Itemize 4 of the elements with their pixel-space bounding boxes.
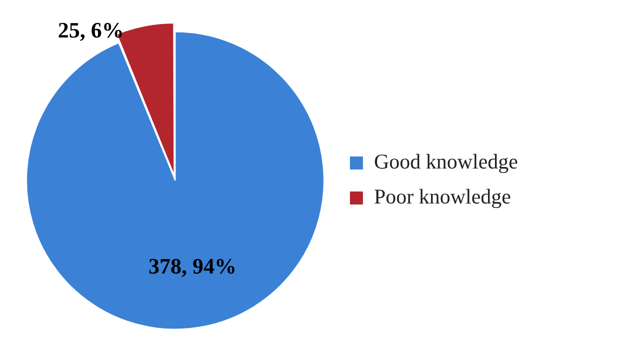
- legend-label: Good knowledge: [374, 150, 518, 174]
- data-label: 378, 94%: [148, 254, 236, 279]
- legend-label: Poor knowledge: [374, 184, 512, 209]
- data-label: 25, 6%: [58, 17, 124, 42]
